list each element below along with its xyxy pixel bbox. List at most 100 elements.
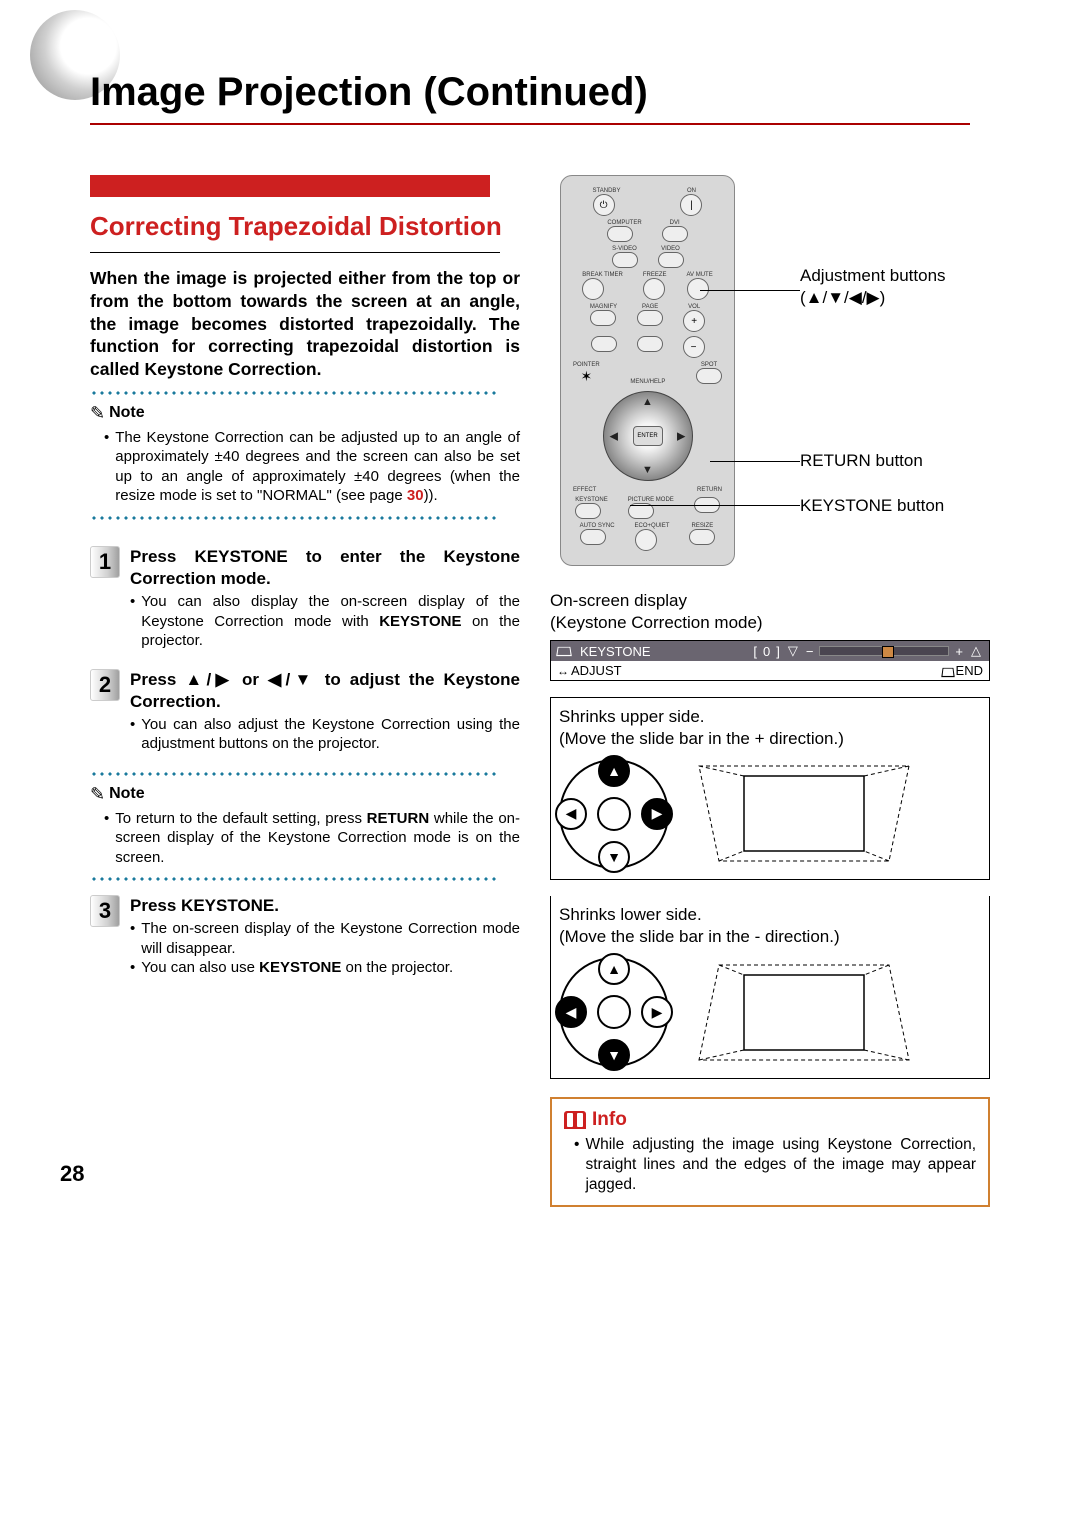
case-text: Shrinks upper side. (Move the slide bar …: [559, 706, 981, 750]
step-2: 2 Press ▲/▶ or ◀/▼ to adjust the Keyston…: [90, 669, 520, 754]
leader-line: [710, 461, 800, 462]
title-underline: [90, 123, 970, 125]
note-icon: ✎: [90, 784, 105, 805]
section-bar: [90, 175, 490, 197]
info-header: Info: [564, 1109, 976, 1131]
freeze-button: [643, 278, 665, 300]
spot-button: [696, 368, 722, 384]
dotted-separator: [90, 877, 500, 881]
osd-top-row: KEYSTONE [ 0 ] ▽ − + △: [551, 641, 989, 661]
note-body: To return to the default setting, press …: [90, 809, 520, 868]
keystone-button-label: KEYSTONE button: [800, 495, 944, 517]
osd-slider: [819, 646, 949, 656]
page-title: Image Projection (Continued): [90, 70, 1020, 115]
section-heading: Correcting Trapezoidal Distortion: [90, 211, 520, 242]
step-body: The on-screen display of the Keystone Co…: [130, 919, 520, 978]
dpad-down-icon: ▼: [598, 1039, 630, 1071]
info-body: While adjusting the image using Keystone…: [564, 1135, 976, 1195]
osd-keystone-label: KEYSTONE: [580, 644, 651, 659]
avmute-button: [687, 278, 709, 300]
keystone-button: [575, 503, 601, 519]
svideo-button: [612, 252, 638, 268]
right-arrow-icon: ▶: [677, 430, 685, 443]
step-title: Press KEYSTONE to enter the Keystone Cor…: [130, 546, 520, 590]
step-number: 3: [90, 895, 120, 927]
note-label: Note: [109, 785, 145, 803]
dotted-separator: [90, 391, 500, 395]
video-button: [658, 252, 684, 268]
end-icon: [941, 668, 954, 677]
step-3: 3 Press KEYSTONE. The on-screen display …: [90, 895, 520, 978]
vol-up: +: [683, 310, 705, 332]
trapezoid-lower: [689, 955, 919, 1070]
info-box: Info While adjusting the image using Key…: [550, 1097, 990, 1207]
on-button: |: [680, 194, 702, 216]
page-down: [637, 336, 663, 352]
break-button: [582, 278, 604, 300]
nav-ring: ENTER ▲ ▼ ◀ ▶: [603, 391, 693, 481]
dpad-upper: ▲ ▼ ◀ ▶: [559, 759, 669, 869]
step-title: Press KEYSTONE.: [130, 895, 520, 917]
dotted-separator: [90, 772, 500, 776]
info-icon: [564, 1111, 586, 1129]
trapezoid-upper: [689, 756, 919, 871]
step-body: You can also adjust the Keystone Correct…: [130, 715, 520, 754]
osd-value: 0: [763, 644, 770, 659]
adjust-icon: ↔: [557, 664, 569, 678]
leader-line: [700, 290, 800, 291]
dpad-left-icon: ◀: [555, 798, 587, 830]
note-icon: ✎: [90, 403, 105, 424]
step-body: You can also display the on-screen displ…: [130, 592, 520, 651]
magnify-up: [590, 310, 616, 326]
shrink-upper-box: Shrinks upper side. (Move the slide bar …: [550, 697, 990, 880]
note-header: ✎ Note: [90, 784, 520, 805]
down-arrow-icon: ▼: [642, 464, 653, 476]
dpad-right-icon: ▶: [641, 798, 673, 830]
note-header: ✎ Note: [90, 403, 520, 424]
osd-display: KEYSTONE [ 0 ] ▽ − + △ ↔ADJUST END: [550, 640, 990, 681]
dpad-lower: ▲ ▼ ◀ ▶: [559, 957, 669, 1067]
left-arrow-icon: ◀: [610, 430, 618, 443]
vol-down: −: [683, 336, 705, 358]
return-button-label: RETURN button: [800, 450, 923, 472]
step-title: Press ▲/▶ or ◀/▼ to adjust the Keystone …: [130, 669, 520, 713]
dpad-down-icon: ▼: [598, 841, 630, 873]
leader-line: [630, 505, 800, 506]
adjustment-buttons-label: Adjustment buttons (▲/▼/◀/▶): [800, 265, 946, 309]
info-label: Info: [592, 1109, 627, 1131]
dpad-up-icon: ▲: [598, 953, 630, 985]
note1-text-after: )).: [424, 487, 438, 504]
autosync-button: [580, 529, 606, 545]
osd-end-label: END: [956, 663, 983, 678]
osd-adjust-label: ADJUST: [571, 663, 622, 678]
note1-text: The Keystone Correction can be adjusted …: [115, 429, 520, 505]
osd-bottom-row: ↔ADJUST END: [551, 661, 989, 680]
step-1: 1 Press KEYSTONE to enter the Keystone C…: [90, 546, 520, 651]
page-ref: 30: [407, 487, 424, 504]
page-up: [637, 310, 663, 326]
up-arrow-icon: ▲: [642, 396, 653, 408]
standby-button: ⏻: [593, 194, 615, 216]
keystone-icon: [556, 647, 572, 656]
step-number: 2: [90, 669, 120, 701]
page-number: 28: [60, 1161, 84, 1187]
note-label: Note: [109, 404, 145, 422]
shrink-lower-box: Shrinks lower side. (Move the slide bar …: [550, 896, 990, 1078]
dpad-up-icon: ▲: [598, 755, 630, 787]
remote-diagram: STANDBY⏻ ON| COMPUTER DVI S-VIDEO VIDEO …: [560, 175, 735, 566]
steps: 1 Press KEYSTONE to enter the Keystone C…: [90, 546, 520, 754]
case-text: Shrinks lower side. (Move the slide bar …: [559, 904, 981, 948]
right-column: STANDBY⏻ ON| COMPUTER DVI S-VIDEO VIDEO …: [550, 175, 1010, 1207]
section-rule: [90, 252, 500, 253]
eco-button: [635, 529, 657, 551]
step-number: 1: [90, 546, 120, 578]
dpad-left-icon: ◀: [555, 996, 587, 1028]
osd-caption: On-screen display (Keystone Correction m…: [550, 590, 1010, 634]
intro-text: When the image is projected either from …: [90, 267, 520, 381]
dpad-right-icon: ▶: [641, 996, 673, 1028]
enter-button: ENTER: [633, 426, 663, 446]
dvi-button: [662, 226, 688, 242]
dotted-separator: [90, 516, 500, 520]
left-column: Correcting Trapezoidal Distortion When t…: [90, 175, 520, 1207]
magnify-down: [591, 336, 617, 352]
